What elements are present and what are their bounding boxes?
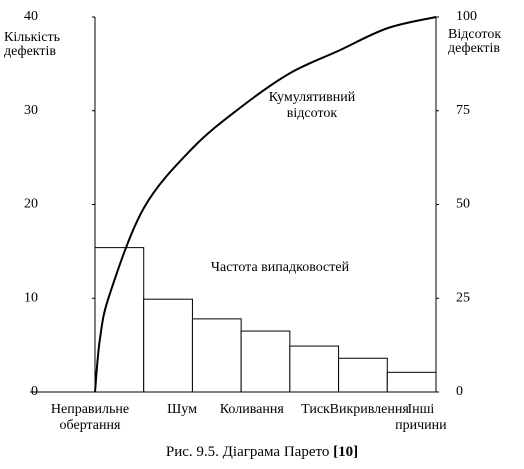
y2-tick-label: 100 — [456, 9, 477, 24]
y2-tick-label: 0 — [456, 384, 463, 399]
y2-axis-label: Відсоток — [448, 27, 501, 42]
x-tick-label: Викривлення — [330, 402, 410, 417]
y2-tick-label: 25 — [456, 290, 470, 305]
caption-text: Рис. 9.5. Діаграма Парето — [166, 444, 329, 460]
x-tick-label: причини — [395, 418, 447, 433]
x-tick-label: Коливання — [220, 402, 285, 417]
y2-tick-label: 50 — [456, 197, 470, 212]
bar — [289, 345, 340, 393]
y-tick-label: 0 — [31, 384, 38, 399]
bar — [143, 298, 193, 393]
x-tick-label: Неправильне — [51, 402, 129, 417]
annotation: відсоток — [287, 106, 338, 121]
y-axis-label: дефектів — [4, 44, 56, 59]
bar — [386, 371, 437, 393]
caption-ref: [10] — [333, 444, 358, 460]
y-tick-label: 10 — [24, 290, 38, 305]
caption: Рис. 9.5. Діаграма Парето [10] — [166, 444, 358, 460]
y2-axis-label: дефектів — [448, 41, 500, 56]
x-tick-label: Інші — [408, 402, 435, 417]
x-tick-label: обертання — [60, 418, 121, 433]
cumulative-line — [94, 16, 437, 393]
annotation: Частота випадковостей — [211, 260, 350, 275]
annotation: Кумулятивний — [269, 90, 356, 105]
y-axis-label: Кількість — [4, 30, 60, 45]
x-tick-label: Шум — [167, 402, 197, 417]
x-tick-label: Тиск — [301, 402, 330, 417]
y-tick-label: 20 — [24, 197, 38, 212]
bar — [240, 330, 291, 393]
y2-tick-label: 75 — [456, 103, 470, 118]
bar — [338, 357, 388, 393]
bar — [191, 318, 242, 393]
y-tick-label: 30 — [24, 103, 38, 118]
y-tick-label: 40 — [24, 9, 38, 24]
